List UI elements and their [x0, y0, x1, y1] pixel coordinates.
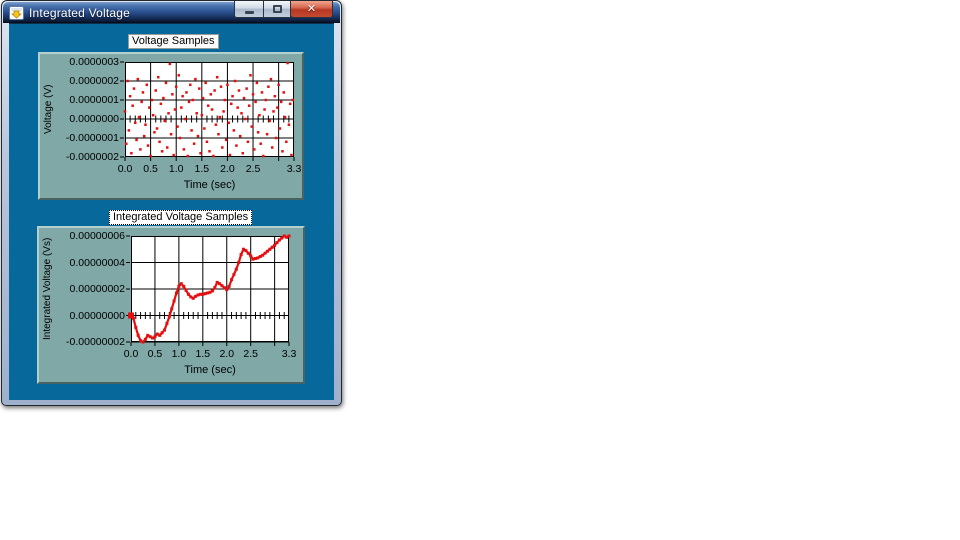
y-tick-label: 0.0000001	[69, 94, 119, 106]
x-tick-label: 2.5	[245, 163, 261, 175]
y-tick-label: 0.00000006	[69, 230, 125, 242]
y-axis-title: Voltage (V)	[43, 84, 54, 135]
x-tick-label: 1.5	[195, 348, 211, 360]
plot-canvas-integrated	[126, 234, 291, 346]
x-axis-title: Time (sec)	[184, 364, 236, 376]
minimize-button[interactable]	[234, 1, 263, 18]
plot-area-voltage[interactable]	[120, 61, 295, 161]
plot-area-integrated[interactable]	[126, 234, 291, 346]
y-axis-title: Integrated Voltage (Vs)	[42, 237, 53, 341]
y-tick-label: -0.0000002	[65, 151, 119, 163]
x-tick-label: 1.0	[168, 163, 184, 175]
x-tick-label: 1.5	[194, 163, 210, 175]
chart-label-voltage-samples: Voltage Samples	[128, 34, 219, 49]
labview-vi-icon	[9, 5, 24, 20]
minimize-icon	[244, 10, 254, 14]
x-tick-label: 0.0	[117, 163, 133, 175]
y-tick-label: 0.0000003	[69, 56, 119, 68]
y-tick-label: 0.00000004	[69, 256, 125, 269]
y-tick-label: 0.00000002	[69, 283, 125, 295]
x-axis-title: Time (sec)	[183, 179, 236, 191]
x-tick-label: 2.5	[243, 348, 258, 360]
x-tick-label: 0.5	[147, 348, 163, 360]
plot-canvas-voltage	[120, 61, 295, 161]
integrated-voltage-graph[interactable]: 0.00000006 0.00000004 0.00000002 0.00000000…	[37, 226, 305, 384]
app-window: Integrated Voltage ✕ Voltage Samples 0.0…	[1, 0, 342, 406]
x-tick-label: 2.0	[220, 163, 235, 175]
x-tick-label: 3.3	[281, 348, 297, 360]
x-tick-label: 0.0	[123, 348, 139, 360]
x-tick-label: 0.5	[143, 163, 158, 175]
y-tick-label: 0.0000000	[69, 113, 119, 125]
window-title: Integrated Voltage	[29, 5, 131, 20]
y-tick-label: 0.00000000	[69, 309, 125, 322]
y-tick-label: -0.0000001	[65, 132, 119, 144]
x-tick-label: 2.0	[219, 348, 235, 360]
y-tick-label: 0.0000002	[69, 75, 119, 87]
y-tick-label: -0.00000002	[66, 336, 125, 348]
maximize-icon	[272, 5, 282, 13]
voltage-samples-graph[interactable]: 0.0000003 0.0000002 0.0000001 0.0000000 -0.0…	[38, 52, 304, 200]
x-tick-label: 1.0	[171, 348, 187, 360]
maximize-button[interactable]	[263, 1, 291, 18]
front-panel: Voltage Samples 0.0000003 0.0000002 0.0000…	[9, 23, 334, 400]
caption-buttons: ✕	[234, 1, 333, 18]
chart-label-integrated-voltage-samples: Integrated Voltage Samples	[109, 210, 253, 225]
close-icon: ✕	[306, 2, 317, 15]
x-tick-label: 3.3	[286, 163, 302, 175]
close-button[interactable]: ✕	[291, 1, 333, 18]
